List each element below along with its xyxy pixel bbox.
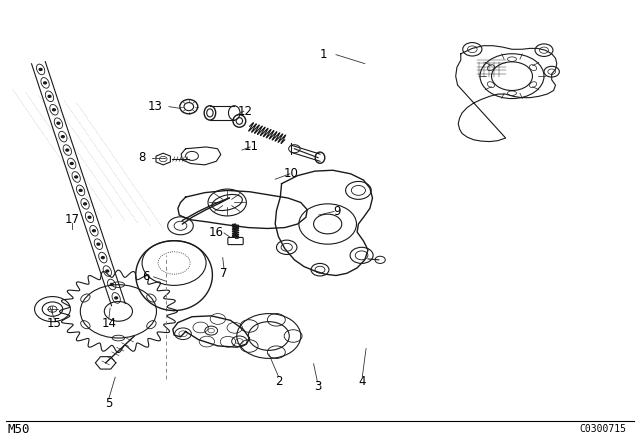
Text: 10: 10	[284, 167, 299, 181]
Text: 2: 2	[275, 375, 282, 388]
Text: 7: 7	[220, 267, 228, 280]
Text: 6: 6	[142, 270, 150, 284]
Circle shape	[97, 243, 100, 245]
Text: 9: 9	[333, 205, 340, 218]
Text: 12: 12	[237, 104, 253, 118]
Text: 1: 1	[319, 48, 327, 61]
Text: 13: 13	[147, 100, 163, 113]
Text: 3: 3	[314, 379, 321, 393]
Text: 4: 4	[358, 375, 366, 388]
Circle shape	[39, 69, 42, 70]
Text: 8: 8	[138, 151, 146, 164]
Circle shape	[66, 149, 68, 151]
Circle shape	[115, 297, 118, 299]
Circle shape	[110, 284, 113, 285]
Text: 14: 14	[101, 317, 116, 330]
Text: 16: 16	[209, 226, 224, 240]
Text: C0300715: C0300715	[579, 424, 626, 434]
Circle shape	[70, 163, 73, 164]
Circle shape	[48, 95, 51, 97]
Circle shape	[84, 203, 86, 205]
Text: 17: 17	[64, 213, 79, 226]
Circle shape	[44, 82, 47, 84]
Circle shape	[75, 176, 77, 178]
Circle shape	[101, 257, 104, 258]
Circle shape	[88, 216, 91, 218]
Text: M50: M50	[8, 422, 30, 436]
Text: 11: 11	[244, 140, 259, 154]
Circle shape	[61, 136, 64, 138]
Circle shape	[79, 190, 82, 191]
Circle shape	[93, 230, 95, 232]
Circle shape	[106, 270, 109, 272]
Circle shape	[52, 109, 56, 111]
Circle shape	[57, 122, 60, 124]
Text: 5: 5	[105, 396, 113, 410]
Text: 15: 15	[47, 317, 62, 330]
